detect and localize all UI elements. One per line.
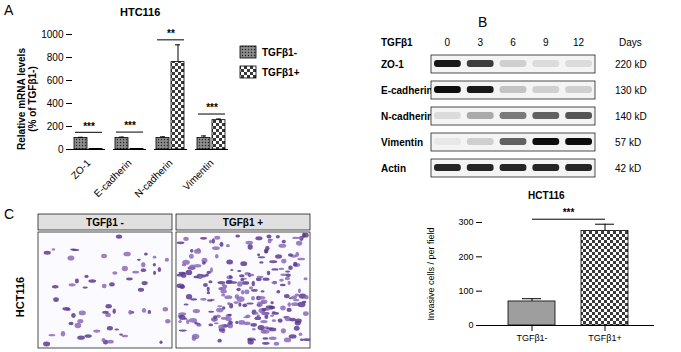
- svg-text:TGFβ1 +: TGFβ1 +: [223, 217, 263, 228]
- svg-text:0: 0: [445, 37, 451, 48]
- svg-text:0: 0: [58, 144, 64, 155]
- svg-text:**: **: [167, 28, 175, 39]
- svg-text:TGFβ1-: TGFβ1-: [516, 333, 547, 343]
- svg-text:***: ***: [124, 120, 136, 131]
- svg-text:200: 200: [47, 121, 64, 132]
- svg-text:N-cadherin: N-cadherin: [132, 157, 174, 199]
- svg-text:Vimentin: Vimentin: [381, 137, 423, 148]
- svg-text:Vimentin: Vimentin: [181, 157, 216, 192]
- svg-text:0: 0: [468, 320, 473, 330]
- svg-text:TGFβ1-: TGFβ1-: [262, 47, 297, 58]
- svg-text:42 kD: 42 kD: [615, 163, 641, 174]
- svg-text:***: ***: [563, 207, 575, 218]
- html-text:Relative mRNA levels: Relative mRNA levels: [16, 48, 27, 150]
- svg-text:1000: 1000: [41, 29, 64, 40]
- svg-text:140 kD: 140 kD: [615, 111, 647, 122]
- svg-text:N-cadherin: N-cadherin: [381, 111, 433, 122]
- html-text:HTC116: HTC116: [120, 6, 161, 18]
- svg-text:TGFβ1+: TGFβ1+: [588, 333, 621, 343]
- svg-text:TGFβ1 -: TGFβ1 -: [86, 217, 124, 228]
- html-text:(% of TGFβ1-): (% of TGFβ1-): [27, 66, 38, 132]
- svg-text:ZO-1: ZO-1: [69, 157, 93, 181]
- svg-text:***: ***: [206, 102, 218, 113]
- svg-text:Actin: Actin: [381, 163, 406, 174]
- svg-text:3: 3: [477, 37, 483, 48]
- svg-text:Invasive cells / per field: Invasive cells / per field: [426, 227, 436, 320]
- svg-text:ZO-1: ZO-1: [381, 59, 404, 70]
- svg-text:6: 6: [510, 37, 516, 48]
- svg-text:E-cadherin: E-cadherin: [381, 85, 433, 96]
- html-text:C: C: [4, 206, 15, 222]
- svg-text:***: ***: [83, 121, 95, 132]
- svg-text:E-cadherin: E-cadherin: [92, 157, 134, 199]
- svg-text:TGFβ1+: TGFβ1+: [262, 67, 300, 78]
- svg-text:9: 9: [543, 37, 549, 48]
- svg-text:800: 800: [47, 52, 64, 63]
- html-text:A: A: [4, 2, 14, 18]
- svg-text:57 kD: 57 kD: [615, 137, 641, 148]
- svg-text:Days: Days: [619, 37, 642, 48]
- html-text:HCT116: HCT116: [528, 190, 565, 201]
- svg-text:TGFβ1: TGFβ1: [381, 37, 413, 48]
- svg-text:600: 600: [47, 75, 64, 86]
- svg-text:HCT116: HCT116: [14, 277, 26, 317]
- svg-text:400: 400: [47, 98, 64, 109]
- svg-text:100: 100: [458, 286, 473, 296]
- html-text:B: B: [478, 14, 488, 30]
- svg-text:220 kD: 220 kD: [615, 59, 647, 70]
- svg-text:12: 12: [573, 37, 585, 48]
- svg-text:130 kD: 130 kD: [615, 85, 647, 96]
- svg-text:300: 300: [458, 217, 473, 227]
- svg-text:200: 200: [458, 252, 473, 262]
